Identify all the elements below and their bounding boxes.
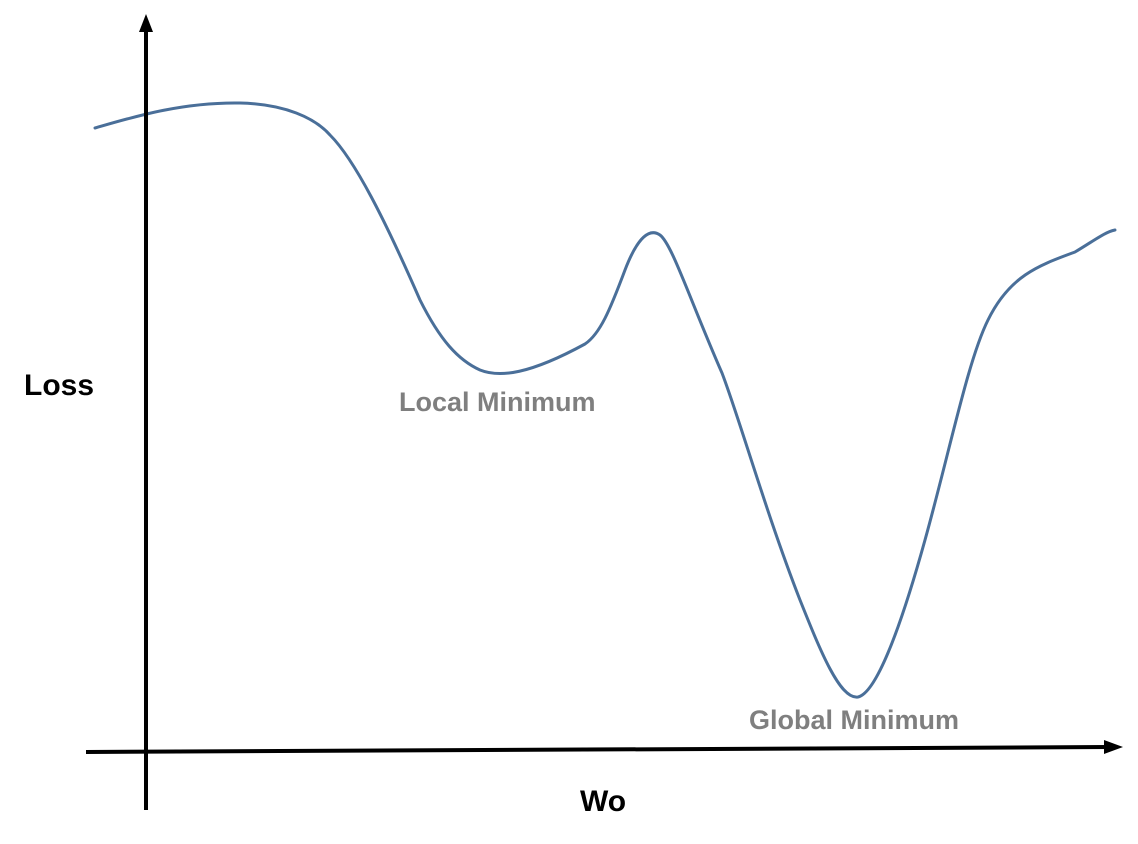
x-axis bbox=[85, 745, 1109, 754]
y-axis-label: Loss bbox=[24, 369, 94, 402]
x-axis-arrowhead bbox=[1104, 740, 1123, 754]
y-axis-arrowhead bbox=[139, 14, 153, 32]
loss-curve bbox=[93, 101, 1117, 699]
global-minimum-label: Global Minimum bbox=[749, 705, 959, 735]
local-minimum-label: Local Minimum bbox=[399, 387, 596, 417]
x-axis-label: Wo bbox=[580, 785, 626, 818]
